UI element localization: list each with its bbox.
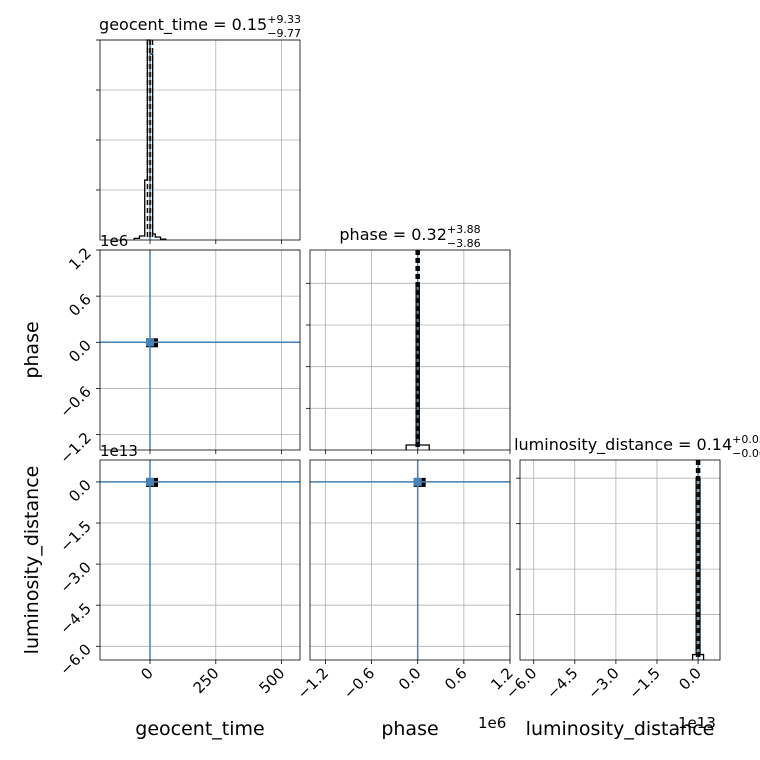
x-axis-label-geocent_time: geocent_time bbox=[135, 718, 264, 740]
x-tick-label: −1.5 bbox=[625, 664, 663, 702]
y-tick-label: −0.6 bbox=[56, 383, 94, 421]
x-tick-label: 0.6 bbox=[441, 664, 471, 694]
title-geocent_time: geocent_time = 0.15+9.33 bbox=[99, 13, 301, 35]
y-tick-label: −3.0 bbox=[56, 558, 94, 596]
truth-marker bbox=[413, 477, 422, 486]
x-tick-label: −1.2 bbox=[294, 664, 332, 702]
grid-lines bbox=[520, 460, 720, 660]
grid-lines bbox=[100, 249, 300, 450]
y-tick-label: −1.2 bbox=[56, 429, 94, 467]
diag-frame-luminosity_distance bbox=[519, 459, 721, 661]
y-tick-label: 0.6 bbox=[65, 290, 95, 320]
panel-frame-phase-luminosity_distance bbox=[309, 459, 511, 661]
x-tick-label: 500 bbox=[255, 664, 288, 697]
x-tick-label: 0.0 bbox=[395, 664, 425, 694]
truth-marker bbox=[146, 338, 154, 347]
y-tick-label: −6.0 bbox=[56, 640, 94, 678]
title-lower-phase: −3.86 bbox=[447, 237, 481, 250]
x-tick-label: 0 bbox=[137, 664, 156, 683]
grid-lines bbox=[310, 460, 511, 660]
truth-marker bbox=[146, 477, 154, 486]
title-lower-geocent_time: −9.77 bbox=[267, 27, 301, 40]
x-tick-label: 250 bbox=[190, 664, 223, 697]
offset-label-phase-y: 1e6 bbox=[100, 232, 128, 250]
y-tick-label: −1.5 bbox=[56, 517, 94, 555]
title-lower-luminosity_distance: −0.06 bbox=[732, 447, 760, 460]
x-tick-label: −0.6 bbox=[340, 664, 378, 702]
panel-frame-geocent_time-phase bbox=[99, 249, 301, 451]
x-axis-label-luminosity_distance: luminosity_distance bbox=[526, 718, 715, 740]
title-luminosity_distance: luminosity_distance = 0.14+0.05 bbox=[514, 433, 760, 455]
grid-lines bbox=[100, 460, 300, 660]
x-tick-label: −4.5 bbox=[543, 664, 581, 702]
y-axis-label-phase: phase bbox=[21, 321, 43, 378]
offset-label-phase-x: 1e6 bbox=[478, 714, 506, 732]
y-axis-label-luminosity_distance: luminosity_distance bbox=[21, 466, 43, 655]
offset-label-luminosity-x: 1e13 bbox=[678, 714, 716, 732]
diag-frame-phase bbox=[309, 249, 511, 451]
diag-frame-geocent_time bbox=[99, 39, 301, 241]
offset-label-luminosity-y: 1e13 bbox=[100, 442, 138, 460]
y-tick-label: 0.0 bbox=[65, 476, 95, 506]
grid-lines bbox=[100, 39, 300, 240]
y-tick-label: 0.0 bbox=[65, 336, 95, 366]
panel-frame-geocent_time-luminosity_distance bbox=[99, 459, 301, 661]
x-axis-label-phase: phase bbox=[381, 718, 438, 740]
x-tick-label: −3.0 bbox=[584, 664, 622, 702]
y-tick-label: 1.2 bbox=[65, 244, 95, 274]
title-phase: phase = 0.32+3.88 bbox=[339, 223, 480, 244]
grid-lines bbox=[310, 250, 511, 450]
y-tick-label: −4.5 bbox=[56, 599, 94, 637]
x-tick-label: 0.0 bbox=[675, 664, 705, 694]
